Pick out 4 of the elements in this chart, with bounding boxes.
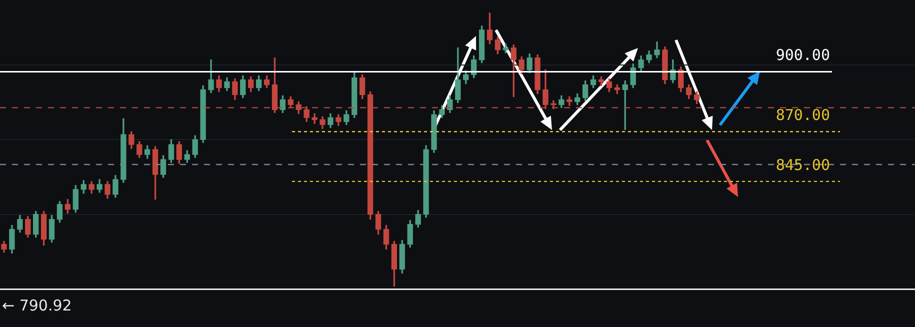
ref-line-label: 845.00	[776, 156, 830, 174]
ref-line-label: 870.00	[776, 106, 830, 124]
ref-line-label: ← 790.92	[2, 296, 72, 315]
ref-line-label: 900.00	[776, 46, 830, 64]
